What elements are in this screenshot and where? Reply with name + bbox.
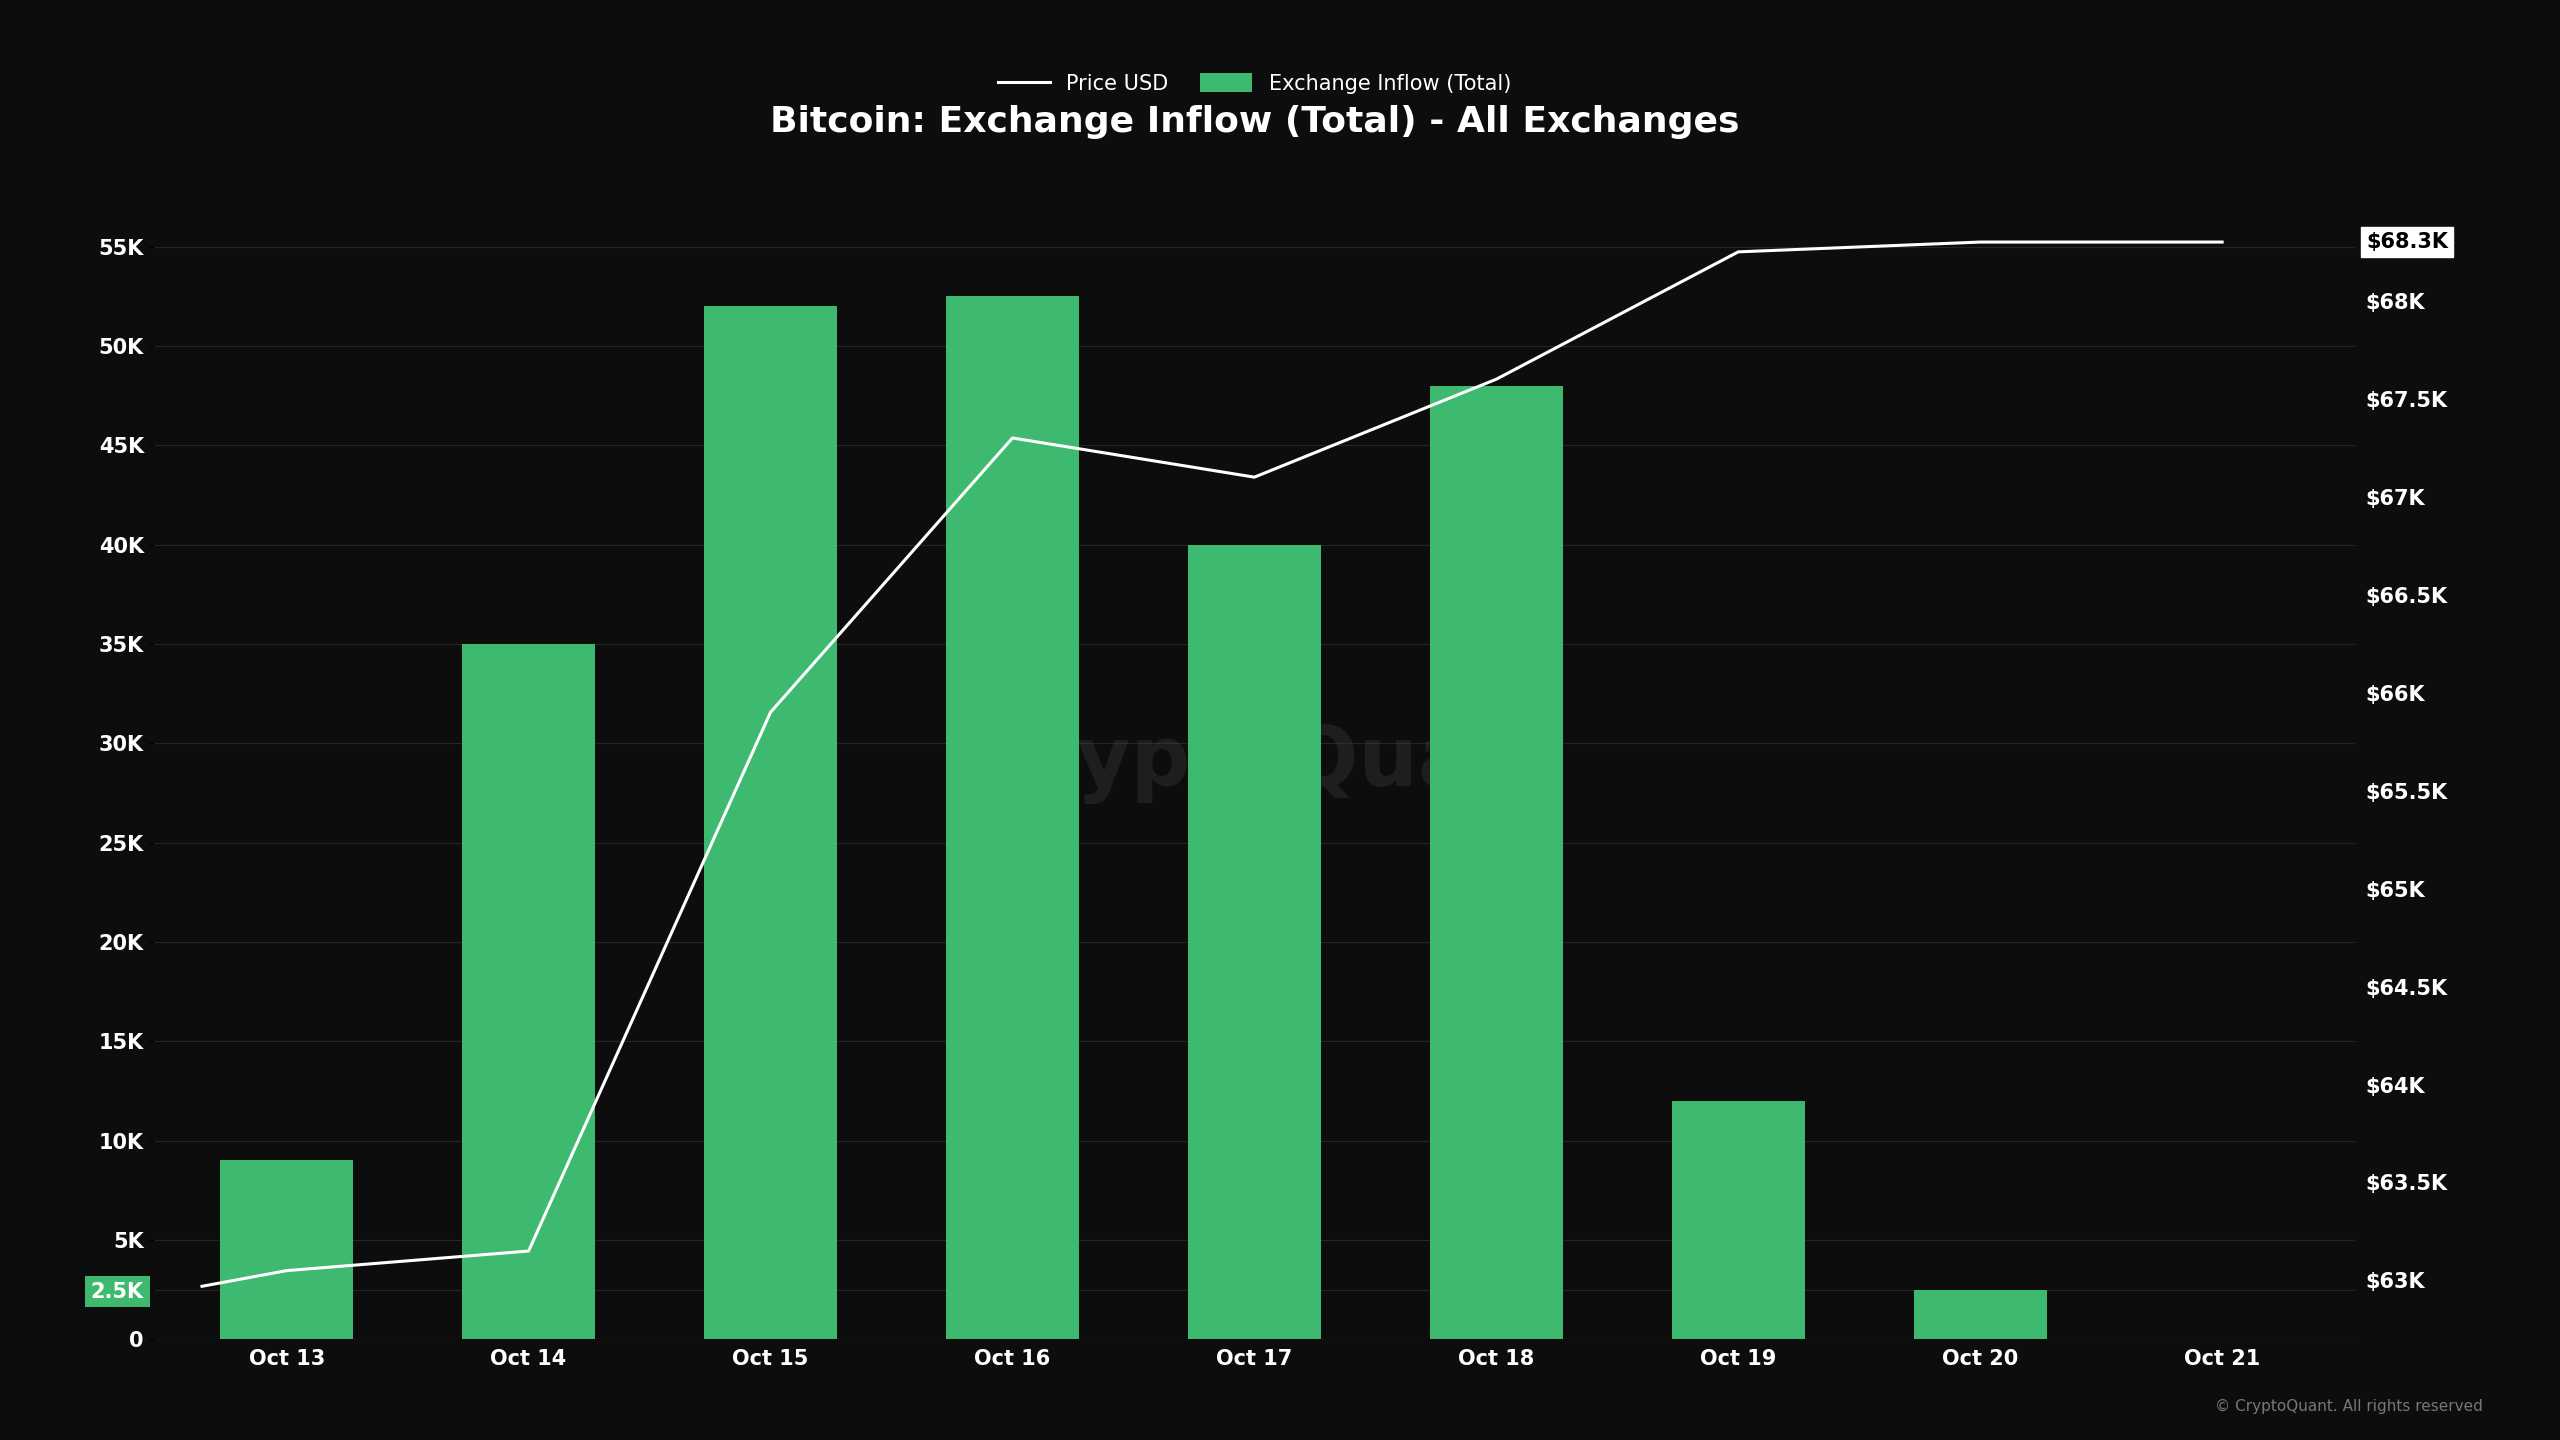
Text: $68.3K: $68.3K bbox=[2365, 232, 2447, 252]
Bar bbox=[1915, 1290, 2048, 1339]
Bar bbox=[461, 644, 594, 1339]
Bar bbox=[1431, 386, 1562, 1339]
Bar bbox=[1672, 1100, 1805, 1339]
Bar bbox=[947, 297, 1078, 1339]
Title: Bitcoin: Exchange Inflow (Total) - All Exchanges: Bitcoin: Exchange Inflow (Total) - All E… bbox=[771, 105, 1738, 138]
Text: © CryptoQuant. All rights reserved: © CryptoQuant. All rights reserved bbox=[2214, 1400, 2483, 1414]
Bar bbox=[1188, 544, 1321, 1339]
Bar bbox=[704, 307, 837, 1339]
Legend: Price USD, Exchange Inflow (Total): Price USD, Exchange Inflow (Total) bbox=[988, 65, 1521, 102]
Bar bbox=[220, 1161, 353, 1339]
Text: CryptoQuan: CryptoQuan bbox=[975, 723, 1533, 804]
